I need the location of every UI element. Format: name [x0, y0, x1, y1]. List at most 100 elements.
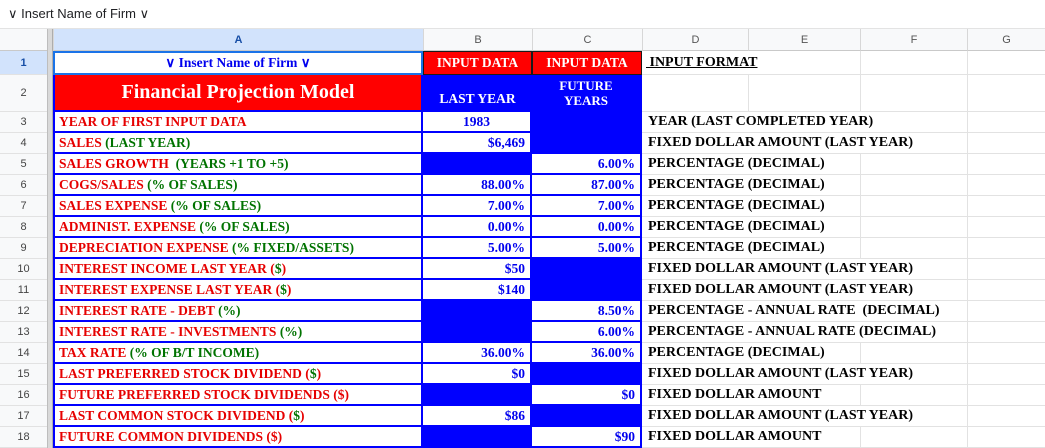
cell-g2[interactable] — [967, 75, 1045, 112]
cell-b1-input-data[interactable]: INPUT DATA — [423, 51, 532, 75]
cell-g7[interactable] — [967, 196, 1045, 217]
cell-g11[interactable] — [967, 280, 1045, 301]
cell-d8-format[interactable]: PERCENTAGE (DECIMAL) — [642, 217, 825, 238]
cell-f8[interactable] — [860, 217, 967, 238]
row-header-8[interactable]: 8 — [0, 217, 47, 238]
cell-d6-format[interactable]: PERCENTAGE (DECIMAL) — [642, 175, 825, 196]
cell-e11[interactable] — [748, 280, 860, 301]
cell-e1[interactable] — [748, 51, 860, 75]
cell-d1-input-format[interactable]: INPUT FORMAT — [642, 51, 757, 75]
cell-c4-input-blank[interactable] — [532, 133, 642, 154]
cell-b8-value[interactable]: 0.00% — [423, 217, 532, 238]
cell-f9[interactable] — [860, 238, 967, 259]
cell-f10[interactable] — [860, 259, 967, 280]
cell-g14[interactable] — [967, 343, 1045, 364]
select-all-corner[interactable] — [0, 29, 47, 51]
cell-c10-input-blank[interactable] — [532, 259, 642, 280]
cell-e12[interactable] — [748, 301, 860, 322]
cell-d2[interactable] — [642, 75, 748, 112]
cell-e17[interactable] — [748, 406, 860, 427]
cell-f1[interactable] — [860, 51, 967, 75]
cell-a6-label[interactable]: COGS/SALES (% OF SALES) — [53, 175, 423, 196]
cell-f5[interactable] — [860, 154, 967, 175]
cell-b15-value[interactable]: $0 — [423, 364, 532, 385]
cell-a17-label[interactable]: LAST COMMON STOCK DIVIDEND ($) — [53, 406, 423, 427]
cell-a4-label[interactable]: SALES (LAST YEAR) — [53, 133, 423, 154]
column-header-e[interactable]: E — [748, 29, 860, 51]
cell-g16[interactable] — [967, 385, 1045, 406]
cell-g3[interactable] — [967, 112, 1045, 133]
cell-e2[interactable] — [748, 75, 860, 112]
cell-a2-model-title[interactable]: Financial Projection Model — [53, 75, 423, 112]
cell-d4-format[interactable]: FIXED DOLLAR AMOUNT (LAST YEAR) — [642, 133, 913, 154]
cell-e4[interactable] — [748, 133, 860, 154]
cell-c18-value[interactable]: $90 — [532, 427, 642, 448]
cell-e9[interactable] — [748, 238, 860, 259]
cell-d13-format[interactable]: PERCENTAGE - ANNUAL RATE (DECIMAL) — [642, 322, 936, 343]
cell-f18[interactable] — [860, 427, 967, 448]
row-header-3[interactable]: 3 — [0, 112, 47, 133]
cell-c12-value[interactable]: 8.50% — [532, 301, 642, 322]
row-header-5[interactable]: 5 — [0, 154, 47, 175]
cell-d15-format[interactable]: FIXED DOLLAR AMOUNT (LAST YEAR) — [642, 364, 913, 385]
cell-b11-value[interactable]: $140 — [423, 280, 532, 301]
cell-a12-label[interactable]: INTEREST RATE - DEBT (%) — [53, 301, 423, 322]
cell-a15-label[interactable]: LAST PREFERRED STOCK DIVIDEND ($) — [53, 364, 423, 385]
cell-c13-value[interactable]: 6.00% — [532, 322, 642, 343]
cell-g9[interactable] — [967, 238, 1045, 259]
row-header-2[interactable]: 2 — [0, 75, 47, 112]
cell-g18[interactable] — [967, 427, 1045, 448]
cell-f6[interactable] — [860, 175, 967, 196]
cell-c2-future-years[interactable]: FUTURE YEARS — [532, 75, 642, 112]
cell-e16[interactable] — [748, 385, 860, 406]
cell-d17-format[interactable]: FIXED DOLLAR AMOUNT (LAST YEAR) — [642, 406, 913, 427]
cell-g8[interactable] — [967, 217, 1045, 238]
cell-b6-value[interactable]: 88.00% — [423, 175, 532, 196]
cell-g13[interactable] — [967, 322, 1045, 343]
cell-c9-value[interactable]: 5.00% — [532, 238, 642, 259]
column-header-f[interactable]: F — [860, 29, 967, 51]
cell-b7-value[interactable]: 7.00% — [423, 196, 532, 217]
row-header-15[interactable]: 15 — [0, 364, 47, 385]
cell-c17-input-blank[interactable] — [532, 406, 642, 427]
cell-d14-format[interactable]: PERCENTAGE (DECIMAL) — [642, 343, 825, 364]
cell-f7[interactable] — [860, 196, 967, 217]
row-header-6[interactable]: 6 — [0, 175, 47, 196]
cell-e7[interactable] — [748, 196, 860, 217]
cell-f4[interactable] — [860, 133, 967, 154]
cell-f3[interactable] — [860, 112, 967, 133]
cell-d18-format[interactable]: FIXED DOLLAR AMOUNT — [642, 427, 821, 448]
cell-e6[interactable] — [748, 175, 860, 196]
cell-g6[interactable] — [967, 175, 1045, 196]
cell-b16-input-blank[interactable] — [423, 385, 532, 406]
cell-f12[interactable] — [860, 301, 967, 322]
cell-g5[interactable] — [967, 154, 1045, 175]
row-header-11[interactable]: 11 — [0, 280, 47, 301]
column-header-d[interactable]: D — [642, 29, 748, 51]
cell-a13-label[interactable]: INTEREST RATE - INVESTMENTS (%) — [53, 322, 423, 343]
cell-c14-value[interactable]: 36.00% — [532, 343, 642, 364]
cell-a1-firm-name[interactable]: ∨ Insert Name of Firm ∨ — [53, 51, 423, 75]
cell-g12[interactable] — [967, 301, 1045, 322]
cell-b2-last-year[interactable]: LAST YEAR — [423, 75, 532, 112]
row-header-17[interactable]: 17 — [0, 406, 47, 427]
cell-a8-label[interactable]: ADMINIST. EXPENSE (% OF SALES) — [53, 217, 423, 238]
cell-b14-value[interactable]: 36.00% — [423, 343, 532, 364]
cell-d3-format[interactable]: YEAR (LAST COMPLETED YEAR) — [642, 112, 873, 133]
cell-f15[interactable] — [860, 364, 967, 385]
cell-c16-value[interactable]: $0 — [532, 385, 642, 406]
cell-d5-format[interactable]: PERCENTAGE (DECIMAL) — [642, 154, 825, 175]
cell-f17[interactable] — [860, 406, 967, 427]
cell-b17-value[interactable]: $86 — [423, 406, 532, 427]
cell-b5-input-blank[interactable] — [423, 154, 532, 175]
cell-a5-label[interactable]: SALES GROWTH (YEARS +1 TO +5) — [53, 154, 423, 175]
cell-g4[interactable] — [967, 133, 1045, 154]
cell-e5[interactable] — [748, 154, 860, 175]
cell-f14[interactable] — [860, 343, 967, 364]
cell-c3-input-blank[interactable] — [532, 112, 642, 133]
cell-d7-format[interactable]: PERCENTAGE (DECIMAL) — [642, 196, 825, 217]
column-header-g[interactable]: G — [967, 29, 1045, 51]
cell-a7-label[interactable]: SALES EXPENSE (% OF SALES) — [53, 196, 423, 217]
cell-c7-value[interactable]: 7.00% — [532, 196, 642, 217]
cell-f13[interactable] — [860, 322, 967, 343]
